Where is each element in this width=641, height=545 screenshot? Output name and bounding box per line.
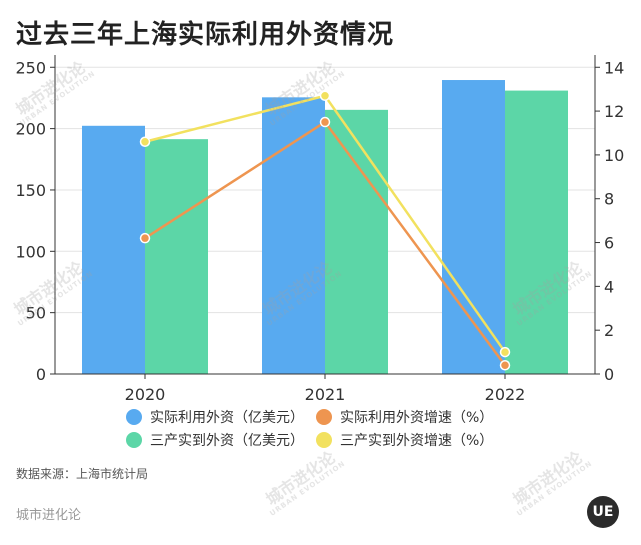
chart-title: 过去三年上海实际利用外资情况 xyxy=(16,20,395,50)
bar xyxy=(82,125,145,375)
right-tick-label: 2 xyxy=(604,321,614,340)
data-source: 数据来源：上海市统计局 xyxy=(16,467,149,481)
data-point xyxy=(319,90,331,102)
bar xyxy=(442,80,505,374)
right-tick-label: 14 xyxy=(604,58,624,77)
right-tick-label: 4 xyxy=(604,277,614,296)
bar xyxy=(145,139,208,374)
brand-logo-icon: UE xyxy=(587,496,619,528)
legend-label: 三产实到外资（亿美元） xyxy=(150,433,304,449)
legend-marker xyxy=(126,409,142,425)
left-tick-label: 0 xyxy=(36,365,46,384)
data-point xyxy=(139,136,151,148)
right-tick-label: 0 xyxy=(604,365,614,384)
legend-label: 实际利用外资（亿美元） xyxy=(150,410,304,426)
data-point xyxy=(139,232,151,244)
bar xyxy=(505,90,568,374)
x-tick-label: 2020 xyxy=(125,385,166,404)
legend-label: 三产实到外资增速（%） xyxy=(340,433,493,449)
bar xyxy=(325,109,388,375)
x-tick-label: 2022 xyxy=(485,385,526,404)
right-tick-label: 10 xyxy=(604,146,624,165)
left-tick-label: 100 xyxy=(15,242,46,261)
data-point xyxy=(499,346,511,358)
right-tick-label: 8 xyxy=(604,190,614,209)
legend-marker xyxy=(126,432,142,448)
left-tick-label: 50 xyxy=(26,304,46,323)
right-tick-label: 6 xyxy=(604,234,614,253)
brand-name: 城市进化论 xyxy=(16,508,82,523)
left-tick-label: 200 xyxy=(15,120,46,139)
legend-marker xyxy=(316,432,332,448)
left-tick-label: 250 xyxy=(15,58,46,77)
data-point xyxy=(319,116,331,128)
legend-marker xyxy=(316,409,332,425)
bar xyxy=(262,97,325,374)
right-tick-label: 12 xyxy=(604,102,624,121)
x-tick-label: 2021 xyxy=(305,385,346,404)
data-point xyxy=(499,359,511,371)
legend-label: 实际利用外资增速（%） xyxy=(340,410,493,426)
left-tick-label: 150 xyxy=(15,181,46,200)
